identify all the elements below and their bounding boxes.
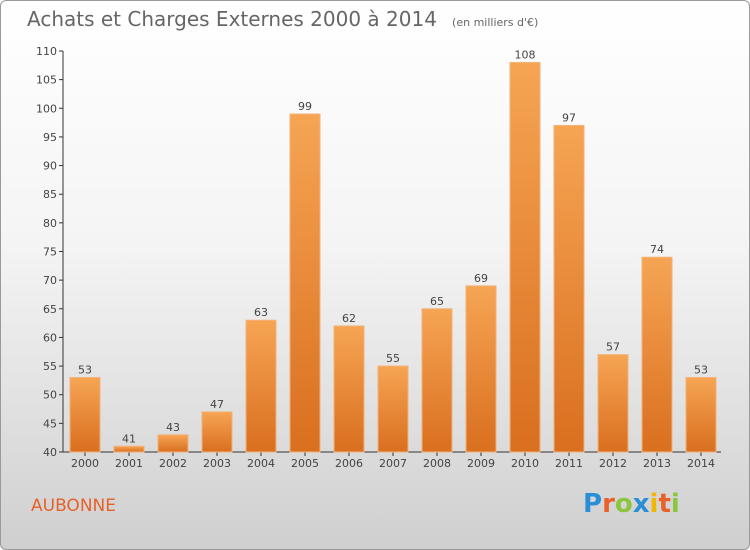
y-tick-label: 40 bbox=[43, 446, 57, 459]
data-label: 57 bbox=[606, 341, 620, 354]
y-tick-label: 110 bbox=[36, 45, 57, 58]
labels: 2000 53 2001 41 2002 43 2003 47 2004 63 2005 99 2006… bbox=[71, 48, 715, 470]
y-tick-label: 85 bbox=[43, 188, 57, 201]
bar bbox=[421, 308, 453, 453]
data-label: 63 bbox=[254, 306, 268, 319]
data-label: 53 bbox=[78, 364, 92, 377]
data-label: 108 bbox=[515, 48, 536, 61]
x-tick-label: 2009 bbox=[467, 457, 495, 470]
bar bbox=[465, 285, 497, 453]
bars bbox=[69, 61, 717, 453]
bar bbox=[333, 325, 365, 453]
data-label: 65 bbox=[430, 295, 444, 308]
data-label: 99 bbox=[298, 100, 312, 113]
bar bbox=[245, 319, 277, 453]
x-tick-label: 2007 bbox=[379, 457, 407, 470]
x-tick-label: 2001 bbox=[115, 457, 143, 470]
data-label: 47 bbox=[210, 398, 224, 411]
y-tick-label: 75 bbox=[43, 246, 57, 259]
logo-letter: r bbox=[602, 489, 615, 519]
x-tick-label: 2010 bbox=[511, 457, 539, 470]
x-tick-label: 2002 bbox=[159, 457, 187, 470]
y-tick-label: 50 bbox=[43, 389, 57, 402]
y-tick-label: 70 bbox=[43, 274, 57, 287]
logo-letter: i bbox=[649, 489, 659, 519]
bar bbox=[69, 377, 101, 453]
x-tick-label: 2004 bbox=[247, 457, 275, 470]
data-label: 69 bbox=[474, 272, 488, 285]
bar bbox=[685, 377, 717, 453]
data-label: 41 bbox=[122, 432, 136, 445]
logo-letter: P bbox=[583, 489, 603, 519]
bar bbox=[641, 256, 673, 453]
bar bbox=[157, 434, 189, 453]
y-tick-label: 90 bbox=[43, 160, 57, 173]
logo-letter: t bbox=[658, 489, 671, 519]
x-tick-label: 2000 bbox=[71, 457, 99, 470]
data-label: 53 bbox=[694, 364, 708, 377]
logo-letter: o bbox=[614, 489, 633, 519]
bar bbox=[201, 411, 233, 453]
chart-title-unit: (en milliers d'€) bbox=[452, 16, 539, 29]
logo-letter: x bbox=[632, 489, 650, 519]
y-tick-label: 45 bbox=[43, 417, 57, 430]
bar bbox=[553, 124, 585, 453]
y-tick-label: 95 bbox=[43, 131, 57, 144]
data-label: 62 bbox=[342, 312, 356, 325]
data-label: 55 bbox=[386, 352, 400, 365]
y-tick-label: 105 bbox=[36, 74, 57, 87]
x-tick-label: 2003 bbox=[203, 457, 231, 470]
data-label: 43 bbox=[166, 421, 180, 434]
x-tick-label: 2012 bbox=[599, 457, 627, 470]
y-tick-label: 80 bbox=[43, 217, 57, 230]
y-tick-label: 65 bbox=[43, 303, 57, 316]
proxiti-logo: Proxiti bbox=[583, 489, 680, 519]
data-label: 74 bbox=[650, 243, 664, 256]
chart-title: Achats et Charges Externes 2000 à 2014 (… bbox=[27, 7, 538, 31]
chart-title-main: Achats et Charges Externes 2000 à 2014 bbox=[27, 7, 437, 31]
bar bbox=[509, 61, 541, 453]
logo-letter: i bbox=[670, 489, 680, 519]
y-tick-label: 60 bbox=[43, 331, 57, 344]
town-name: AUBONNE bbox=[31, 496, 116, 516]
bar bbox=[597, 354, 629, 453]
bar bbox=[289, 113, 321, 453]
x-tick-label: 2011 bbox=[555, 457, 583, 470]
y-tick-label: 55 bbox=[43, 360, 57, 373]
x-tick-label: 2008 bbox=[423, 457, 451, 470]
x-tick-label: 2005 bbox=[291, 457, 319, 470]
x-tick-label: 2013 bbox=[643, 457, 671, 470]
y-tick-label: 100 bbox=[36, 102, 57, 115]
data-label: 97 bbox=[562, 111, 576, 124]
x-tick-label: 2014 bbox=[687, 457, 715, 470]
bar bbox=[377, 365, 409, 453]
axes: 40 45 50 55 60 65 70 75 80 85 90 95 100 105 110 bbox=[36, 45, 721, 459]
x-tick-label: 2006 bbox=[335, 457, 363, 470]
bar bbox=[113, 445, 145, 453]
